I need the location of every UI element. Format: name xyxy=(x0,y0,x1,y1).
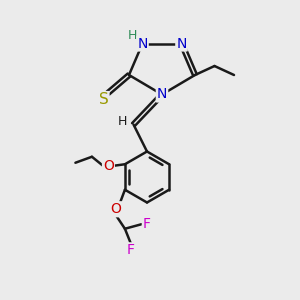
Text: H: H xyxy=(117,115,127,128)
Text: O: O xyxy=(110,202,122,216)
Text: N: N xyxy=(157,88,167,101)
Text: F: F xyxy=(127,243,135,257)
Text: N: N xyxy=(176,37,187,50)
Text: S: S xyxy=(99,92,108,107)
Text: H: H xyxy=(128,28,138,42)
Text: F: F xyxy=(143,217,151,231)
Text: N: N xyxy=(137,37,148,50)
Text: O: O xyxy=(103,159,114,173)
